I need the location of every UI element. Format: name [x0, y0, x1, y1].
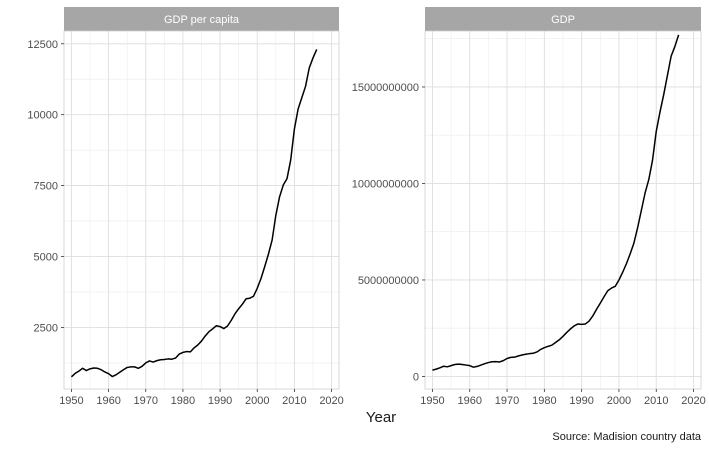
y-tick-label: 5000 — [34, 252, 58, 264]
x-tick-label: 1950 — [59, 395, 83, 407]
x-tick-label: 2020 — [681, 395, 705, 407]
x-tick-label: 1980 — [171, 395, 195, 407]
panel-border — [424, 30, 702, 390]
panel-title: GDP per capita — [164, 14, 240, 26]
x-tick-label: 1970 — [495, 395, 519, 407]
x-axis-title: Year — [366, 409, 396, 426]
y-axis: 0 5000000000 10000000000 15000000000 — [352, 82, 425, 383]
x-tick-label: 1980 — [532, 395, 556, 407]
x-axis: 1950 1960 1970 1980 1990 2000 2010 2020 — [420, 389, 706, 407]
panel-title: GDP — [551, 14, 575, 26]
plot-area — [432, 34, 680, 371]
y-tick-label: 15000000000 — [352, 82, 419, 94]
y-tick-label: 10000 — [27, 110, 58, 122]
y-axis: 2500 5000 7500 10000 12500 — [27, 39, 64, 334]
y-tick-label: 10000000000 — [352, 178, 419, 190]
y-tick-label: 7500 — [34, 181, 58, 193]
x-tick-label: 2000 — [607, 395, 631, 407]
x-tick-label: 1970 — [134, 395, 158, 407]
x-tick-label: 1990 — [208, 395, 232, 407]
grid — [424, 30, 702, 390]
x-tick-label: 2010 — [644, 395, 668, 407]
panel-gdp: GDP 0 5000000000 10000000000 15000000000 19… — [352, 7, 706, 407]
x-tick-label: 1960 — [458, 395, 482, 407]
panel-strip — [425, 7, 701, 31]
x-tick-label: 1950 — [420, 395, 444, 407]
y-tick-label: 2500 — [34, 322, 58, 334]
caption: Source: Madision country data — [552, 431, 701, 443]
x-tick-label: 2010 — [282, 395, 306, 407]
x-axis: 1950 1960 1970 1980 1990 2000 2010 2020 — [59, 389, 344, 407]
panel-gdp-per-capita: GDP per capita 2500 5000 7500 10000 12500 19… — [27, 7, 344, 407]
series-line — [70, 49, 318, 378]
y-tick-label: 12500 — [27, 39, 58, 51]
y-tick-label: 5000000000 — [358, 275, 419, 287]
panel-strip — [64, 7, 339, 31]
x-tick-label: 2000 — [245, 395, 269, 407]
x-tick-label: 1990 — [569, 395, 593, 407]
x-tick-label: 2020 — [319, 395, 343, 407]
grid — [63, 30, 340, 390]
x-tick-label: 1960 — [96, 395, 120, 407]
panel-border — [63, 30, 340, 390]
y-tick-label: 0 — [413, 371, 419, 383]
plot-area — [70, 49, 318, 378]
series-line — [432, 34, 680, 371]
